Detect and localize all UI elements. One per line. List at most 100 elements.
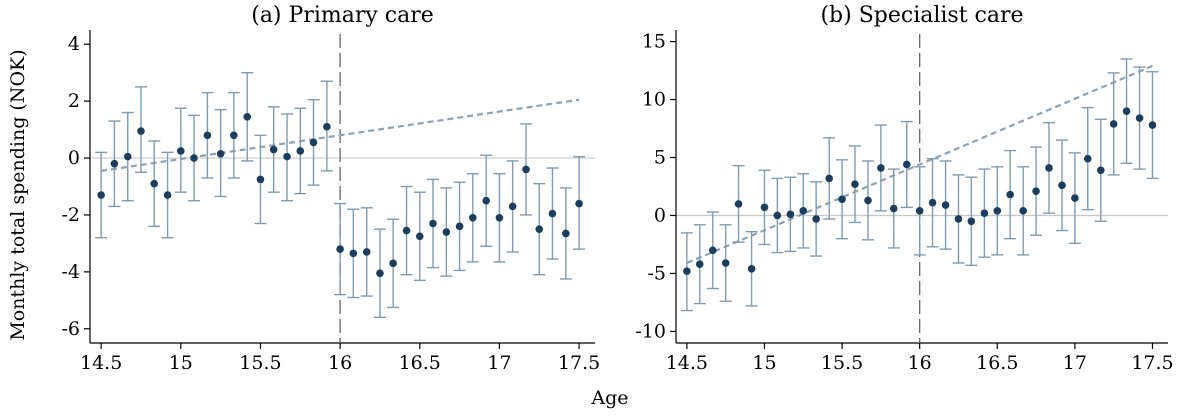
y-tick-label: 15 [642, 31, 666, 53]
x-tick-label: 17 [487, 352, 511, 374]
data-point [877, 164, 885, 172]
data-point [1096, 166, 1105, 175]
data-point [928, 198, 937, 207]
data-point [309, 138, 318, 147]
data-point [163, 191, 172, 199]
data-point [97, 191, 105, 199]
data-point [1109, 120, 1118, 128]
y-tick-label: 10 [642, 89, 666, 111]
y-tick-label: 2 [68, 90, 80, 112]
data-point [150, 179, 159, 188]
data-point [1083, 154, 1092, 163]
data-point [442, 228, 451, 236]
data-point [1058, 181, 1066, 190]
data-point [137, 127, 145, 135]
data-point [902, 160, 911, 169]
panel-title: (b) Specialist care [820, 3, 1023, 28]
x-tick-label: 14.5 [80, 352, 122, 374]
data-point [203, 131, 212, 140]
x-axis-title: Age [590, 387, 628, 409]
data-point [1006, 190, 1014, 199]
data-point [799, 207, 808, 215]
data-point [721, 259, 730, 267]
data-point [376, 269, 384, 278]
data-point [812, 215, 820, 223]
data-point [864, 196, 872, 205]
data-point [216, 149, 225, 158]
y-tick-label: 0 [654, 204, 666, 226]
data-point [993, 207, 1002, 215]
data-point [695, 260, 704, 268]
data-point [177, 147, 185, 155]
data-point [362, 248, 371, 256]
data-point [469, 214, 477, 222]
x-tick-label: 15 [752, 352, 776, 374]
data-point [941, 201, 950, 209]
data-point [889, 204, 898, 213]
y-tick-label: -6 [61, 318, 80, 340]
data-point [851, 180, 859, 188]
y-tick-label: 4 [68, 33, 80, 55]
data-point [1045, 164, 1053, 172]
data-point [980, 209, 989, 217]
panel-primary-care: (a) Primary care -6 -4 -2 0 2 4 14.5 15 15.5 16 16.… [61, 3, 600, 374]
x-tick-label: 16 [908, 352, 932, 374]
data-point [482, 196, 490, 205]
data-point [967, 217, 976, 226]
data-point [269, 145, 278, 154]
data-point [954, 215, 963, 223]
data-point [296, 147, 305, 155]
data-point [734, 200, 743, 208]
data-point [1071, 194, 1079, 202]
data-point [825, 174, 833, 183]
y-tick-label: 5 [654, 147, 666, 169]
data-point [522, 165, 530, 174]
x-tick-label: 17.5 [1131, 352, 1173, 374]
data-point [190, 154, 198, 162]
data-point [915, 207, 924, 215]
data-point [1135, 114, 1144, 122]
x-tick-label: 16.5 [976, 352, 1018, 374]
data-point [575, 199, 583, 208]
x-tick-label: 16.5 [399, 352, 441, 374]
data-point [548, 209, 557, 218]
data-point [429, 219, 437, 228]
y-tick-label: -2 [61, 204, 80, 226]
data-point [535, 225, 544, 233]
data-point [1122, 107, 1131, 115]
data-point [415, 232, 424, 241]
data-point [283, 152, 291, 161]
data-point [336, 245, 344, 253]
x-tick-label: 15 [169, 352, 193, 374]
data-point [708, 246, 717, 255]
panel-specialist-care: (b) Specialist care -10 -5 0 5 10 15 14.5 15 15.5… [635, 3, 1173, 374]
data-point [760, 203, 769, 212]
data-point [786, 210, 795, 219]
y-tick-label: -4 [61, 261, 80, 283]
data-point [1148, 121, 1157, 129]
data-point [683, 267, 691, 275]
data-point [455, 222, 464, 231]
data-point [1032, 187, 1040, 195]
panel-title: (a) Primary care [251, 3, 434, 28]
data-point [773, 211, 782, 220]
x-tick-label: 14.5 [666, 352, 708, 374]
y-tick-label: -5 [647, 262, 666, 284]
data-point [243, 112, 252, 121]
data-point [747, 265, 756, 273]
data-point [349, 249, 358, 258]
x-tick-label: 15.5 [239, 352, 281, 374]
data-point [508, 202, 517, 211]
y-tick-label: -10 [635, 320, 666, 342]
data-point [838, 195, 846, 204]
y-axis-title: Monthly total spending (NOK) [7, 49, 29, 340]
x-tick-label: 16 [328, 352, 352, 374]
data-point [402, 226, 411, 235]
data-point [389, 259, 397, 268]
data-point [1019, 207, 1027, 215]
data-point [495, 214, 504, 222]
data-point [562, 229, 570, 238]
data-point [110, 159, 119, 168]
data-point [323, 122, 331, 131]
